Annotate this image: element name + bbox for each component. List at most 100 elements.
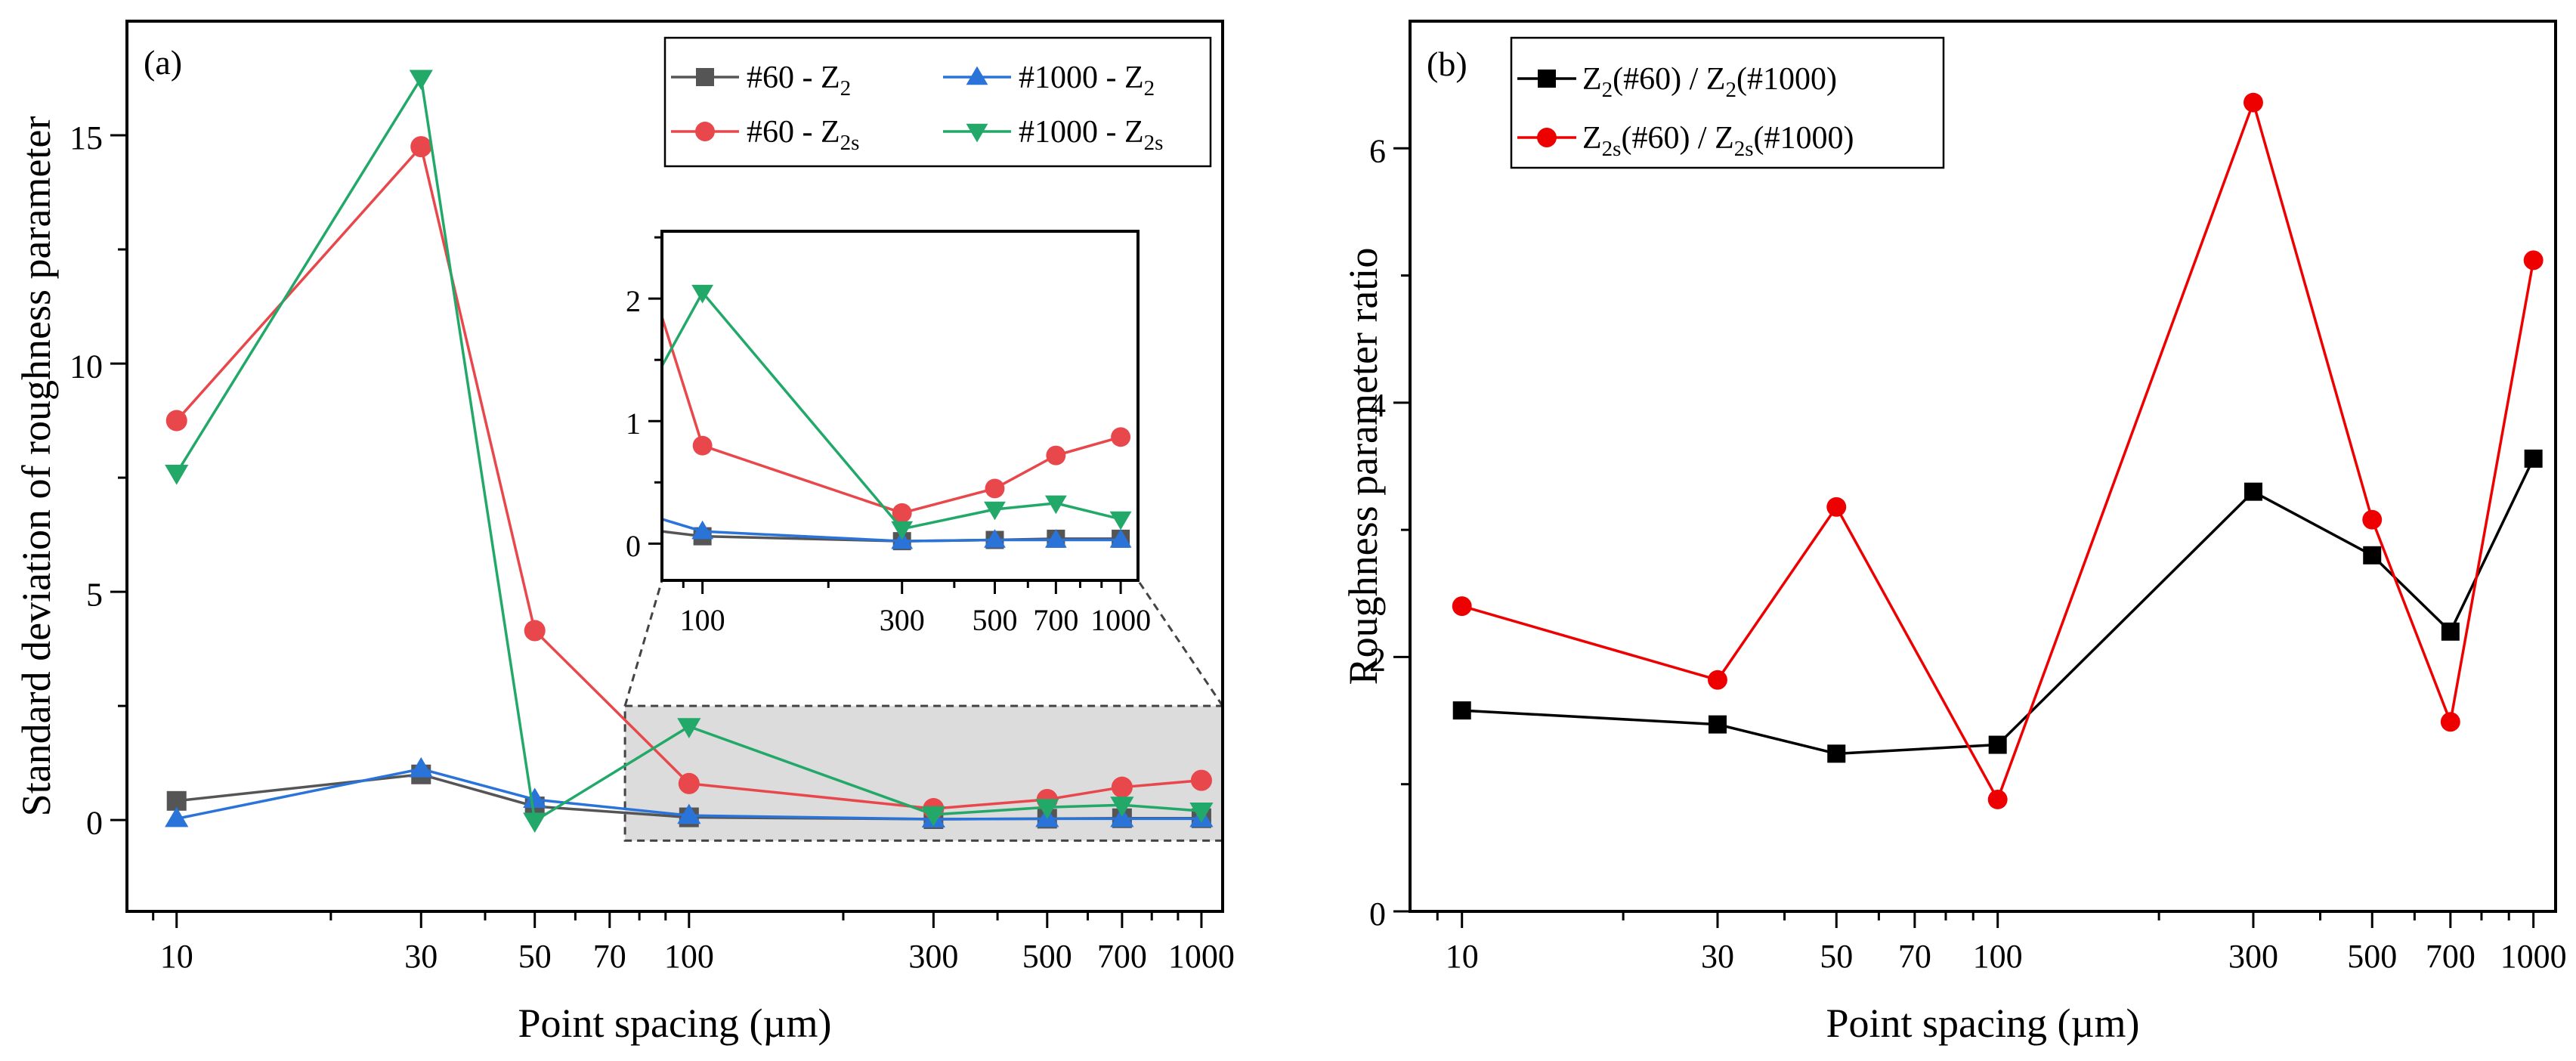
legend-label-subscript: 2s (840, 131, 860, 155)
panel-a-y-axis-title: Standard deviation of roughness paramete… (14, 116, 59, 817)
panel-b-plot-area (1452, 92, 2544, 809)
panel-a-plot-area (165, 70, 1214, 833)
panel-b-y-axis-title: Roughness parameter ratio (1341, 248, 1386, 685)
legend-entry-1000-z2: #1000 - Z2 (943, 60, 1155, 101)
legend-label-main: (#1000) (1754, 121, 1854, 156)
data-point (523, 812, 547, 833)
inset-data-point (1109, 529, 1132, 548)
x-tick-label: 70 (593, 938, 626, 975)
data-point (1111, 776, 1133, 798)
legend-swatch-marker (695, 122, 715, 141)
series-1000-z2s (165, 70, 1214, 833)
inset-connector-right (1136, 580, 1224, 707)
inset-chart: 100 300 500 700 1000 0 1 2 (626, 230, 1151, 637)
panel-b-label: (b) (1427, 45, 1467, 83)
inset-axes: 100 300 500 700 1000 0 1 2 (626, 236, 1151, 637)
data-point (1708, 715, 1727, 734)
legend-label-main: Z (1582, 121, 1602, 156)
x-tick-label: 30 (404, 938, 438, 975)
panel-a-legend: #60 - Z2 #1000 - Z2#60 - Z2s #1000 - Z2s (663, 36, 1212, 168)
data-point (1827, 744, 1846, 763)
data-point (1826, 496, 1847, 517)
x-tick-label: 1000 (1090, 603, 1151, 637)
legend-label-main: #1000 - Z (1019, 115, 1144, 150)
data-point (2524, 449, 2543, 468)
legend-label: #60 - Z2s (747, 115, 859, 155)
panel-b-axes-frame (1409, 20, 2557, 913)
data-point (1452, 596, 1472, 617)
data-point (1708, 670, 1727, 690)
series-z2-60-z2-1000 (1452, 449, 2543, 763)
inset-data-point (1111, 427, 1131, 447)
data-point (921, 806, 945, 827)
data-point (409, 756, 433, 778)
x-tick-label: 10 (1446, 938, 1479, 975)
legend-label-main: (#60) / Z (1613, 62, 1725, 97)
series-line (1461, 101, 2535, 801)
legend-swatch-marker (966, 66, 988, 85)
series-z2s-60-z2s-1000 (1452, 92, 2544, 809)
legend-label-subscript: 2s (1734, 137, 1754, 161)
legend-label: #1000 - Z2s (1019, 115, 1163, 155)
legend-label: #1000 - Z2 (1019, 60, 1155, 101)
x-tick-label: 700 (1033, 603, 1078, 637)
x-tick-label: 50 (1820, 938, 1853, 975)
series-line (1461, 458, 2535, 756)
y-tick-label: 0 (86, 804, 103, 841)
legend-label-subscript: 2s (1144, 131, 1164, 155)
data-point (1189, 803, 1214, 823)
panel-a-label: (a) (144, 43, 182, 82)
y-tick-label: 15 (70, 119, 103, 156)
panel-a-x-axis-title: Point spacing (µm) (518, 1001, 831, 1046)
inset-data-point (891, 521, 914, 540)
data-point (1190, 769, 1212, 791)
legend-label: Z2s(#60) / Z2s(#1000) (1582, 121, 1854, 161)
x-tick-label: 70 (1898, 938, 1931, 975)
y-tick-label: 0 (626, 529, 641, 563)
inset-data-point (691, 284, 714, 304)
x-tick-label: 500 (1022, 938, 1072, 975)
data-point (1110, 797, 1134, 817)
legend-label-subscript: 2 (1144, 76, 1155, 101)
y-tick-label: 5 (86, 576, 103, 613)
data-point (165, 806, 189, 827)
legend-entry-z2-60-z2-1000: Z2(#60) / Z2(#1000) (1517, 62, 1837, 102)
series-line (175, 145, 1202, 810)
data-point (409, 70, 433, 91)
x-tick-label: 300 (908, 938, 958, 975)
legend-swatch-marker (1538, 70, 1556, 88)
legend-label-main: #60 - Z (747, 60, 840, 95)
x-tick-label: 700 (1097, 938, 1147, 975)
data-point (2362, 509, 2383, 530)
x-tick-label: 30 (1701, 938, 1734, 975)
data-point (165, 465, 189, 485)
x-tick-label: 1000 (2500, 938, 2567, 975)
legend-label-subscript: 2 (1725, 78, 1736, 102)
inset-connector-left (623, 580, 663, 707)
legend-label-main: (#1000) (1736, 62, 1837, 97)
inset-series-1000-z2s (662, 284, 1132, 540)
y-tick-label: 2 (1369, 642, 1386, 679)
data-point (2441, 622, 2460, 641)
data-point (165, 410, 187, 432)
inset-series-60-z2s (662, 316, 1131, 523)
y-tick-label: 4 (1369, 387, 1386, 424)
data-point (2363, 546, 2382, 565)
inset-series-line (662, 291, 1121, 530)
x-tick-label: 100 (680, 603, 725, 637)
legend-label: Z2(#60) / Z2(#1000) (1582, 62, 1837, 102)
legend-entry-1000-z2s: #1000 - Z2s (943, 115, 1163, 155)
inset-data-point (984, 501, 1006, 521)
inset-plot-area (662, 284, 1132, 551)
x-tick-label: 100 (664, 938, 714, 975)
data-point (1035, 799, 1059, 819)
legend-box (663, 36, 1212, 168)
x-tick-label: 300 (2228, 938, 2278, 975)
data-point (1110, 806, 1134, 827)
legend-swatch-marker (696, 68, 714, 86)
y-tick-label: 2 (626, 284, 641, 318)
data-point (2244, 482, 2262, 501)
data-point (1987, 789, 2008, 809)
